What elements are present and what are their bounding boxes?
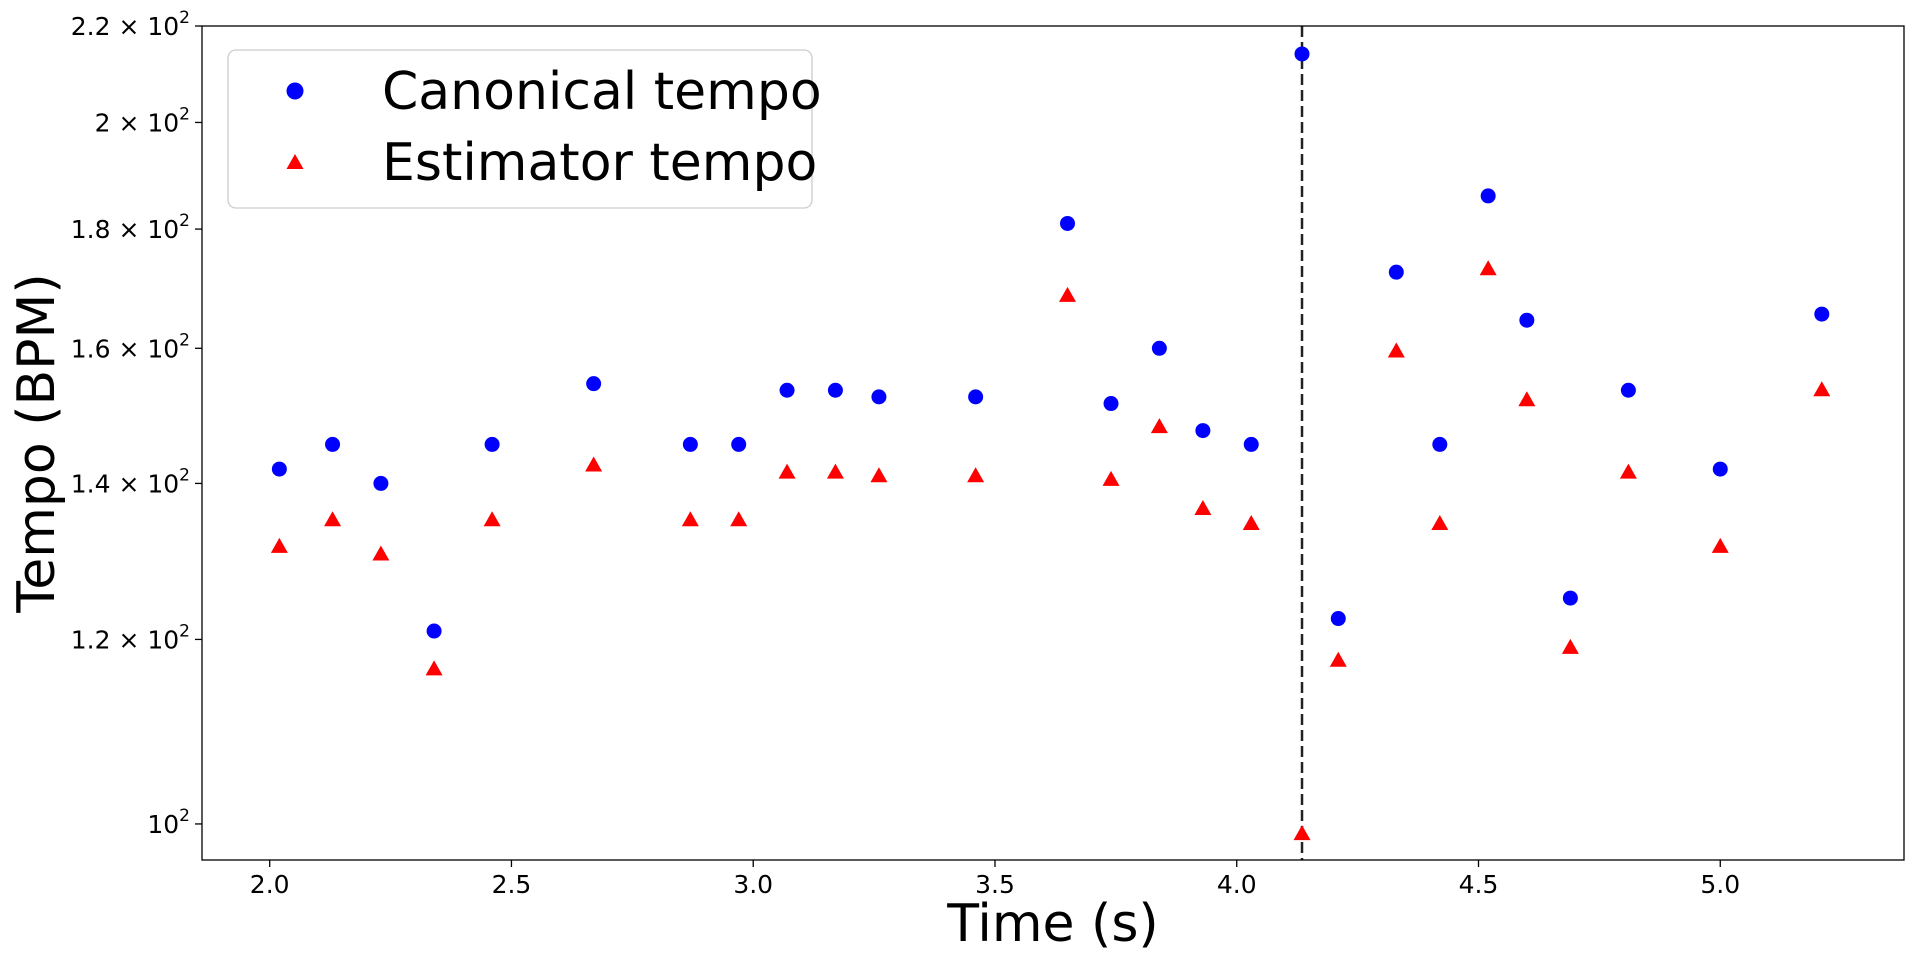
estimator-tempo-point bbox=[1150, 418, 1168, 434]
estimator-tempo-point bbox=[1387, 342, 1405, 358]
estimator-tempo-point bbox=[730, 511, 748, 527]
x-tick-label: 3.0 bbox=[733, 870, 773, 899]
data-points-layer bbox=[270, 46, 1831, 841]
canonical-tempo-point bbox=[484, 436, 500, 452]
estimator-tempo-point bbox=[324, 511, 342, 527]
estimator-tempo-point bbox=[1479, 260, 1497, 276]
estimator-tempo-point bbox=[1102, 470, 1120, 486]
y-axis: 102 1.2 × 102 1.4 × 102 1.6 × 102 1.8 × 102 2… bbox=[71, 8, 202, 839]
legend-label-canonical: Canonical tempo bbox=[382, 62, 822, 122]
canonical-tempo-point bbox=[1519, 312, 1535, 328]
estimator-tempo-point bbox=[372, 545, 390, 561]
estimator-tempo-point bbox=[778, 463, 796, 479]
y-tick-label: 1.2 × 102 bbox=[71, 621, 190, 654]
canonical-tempo-point bbox=[373, 475, 389, 491]
x-tick-label: 4.5 bbox=[1459, 870, 1499, 899]
canonical-tempo-point bbox=[586, 376, 602, 392]
canonical-tempo-point bbox=[682, 436, 698, 452]
canonical-tempo-point bbox=[1060, 215, 1076, 231]
canonical-tempo-point bbox=[827, 382, 843, 398]
legend-label-estimator: Estimator tempo bbox=[382, 133, 817, 193]
canonical-tempo-point bbox=[1195, 423, 1211, 439]
estimator-tempo-point bbox=[270, 537, 288, 553]
x-tick-label: 2.0 bbox=[250, 870, 290, 899]
estimator-tempo-point bbox=[1431, 514, 1449, 530]
legend-marker-canonical bbox=[286, 82, 304, 100]
canonical-tempo-point bbox=[1620, 382, 1636, 398]
canonical-tempo-point bbox=[779, 382, 795, 398]
y-tick-label: 1.8 × 102 bbox=[71, 211, 190, 244]
estimator-tempo-point bbox=[1813, 381, 1831, 397]
estimator-tempo-point bbox=[1518, 391, 1536, 407]
estimator-tempo-point bbox=[1242, 514, 1260, 530]
canonical-tempo-point bbox=[426, 623, 442, 639]
canonical-tempo-point bbox=[1243, 436, 1259, 452]
y-tick-label: 102 bbox=[147, 806, 190, 839]
estimator-tempo-point bbox=[483, 511, 501, 527]
estimator-tempo-point bbox=[1619, 463, 1637, 479]
estimator-tempo-point bbox=[1711, 537, 1729, 553]
x-tick-label: 3.5 bbox=[975, 870, 1015, 899]
y-tick-label: 1.6 × 102 bbox=[71, 330, 190, 363]
canonical-tempo-point bbox=[1814, 306, 1830, 322]
x-axis: 2.0 2.5 3.0 3.5 4.0 4.5 5.0 bbox=[250, 860, 1740, 899]
y-tick-label: 1.4 × 102 bbox=[71, 465, 190, 498]
canonical-tempo-point bbox=[968, 389, 984, 405]
y-tick-label: 2 × 102 bbox=[95, 104, 190, 137]
legend-marker-estimator bbox=[286, 154, 304, 169]
plot-frame bbox=[201, 25, 1905, 861]
canonical-tempo-point bbox=[1294, 46, 1310, 62]
canonical-tempo-point bbox=[1712, 461, 1728, 477]
canonical-tempo-point bbox=[1432, 436, 1448, 452]
estimator-tempo-point bbox=[1293, 825, 1311, 841]
canonical-tempo-point bbox=[271, 461, 287, 477]
canonical-tempo-point bbox=[1330, 611, 1346, 627]
estimator-tempo-point bbox=[967, 467, 985, 483]
canonical-tempo-point bbox=[1562, 590, 1578, 606]
estimator-tempo-point bbox=[1329, 651, 1347, 667]
canonical-tempo-point bbox=[1151, 340, 1167, 356]
estimator-tempo-point bbox=[425, 660, 443, 676]
estimator-tempo-point bbox=[826, 463, 844, 479]
canonical-tempo-point bbox=[871, 389, 887, 405]
x-tick-label: 4.0 bbox=[1217, 870, 1257, 899]
estimator-tempo-point bbox=[1561, 638, 1579, 654]
x-axis-title: Time (s) bbox=[946, 894, 1158, 954]
x-tick-label: 5.0 bbox=[1700, 870, 1740, 899]
estimator-tempo-point bbox=[1059, 286, 1077, 302]
y-axis-title: Tempo (BPM) bbox=[7, 273, 67, 613]
canonical-tempo-point bbox=[731, 436, 747, 452]
canonical-tempo-point bbox=[1388, 264, 1404, 280]
x-tick-label: 2.5 bbox=[492, 870, 532, 899]
estimator-tempo-point bbox=[1194, 500, 1212, 516]
canonical-tempo-point bbox=[325, 436, 341, 452]
y-tick-label: 2.2 × 102 bbox=[71, 8, 190, 41]
estimator-tempo-point bbox=[870, 467, 888, 483]
estimator-tempo-point bbox=[681, 511, 699, 527]
estimator-tempo-point bbox=[585, 456, 603, 472]
legend: Canonical tempo Estimator tempo bbox=[227, 49, 822, 209]
canonical-tempo-point bbox=[1480, 188, 1496, 204]
canonical-tempo-point bbox=[1103, 396, 1119, 412]
legend-box bbox=[227, 49, 813, 209]
